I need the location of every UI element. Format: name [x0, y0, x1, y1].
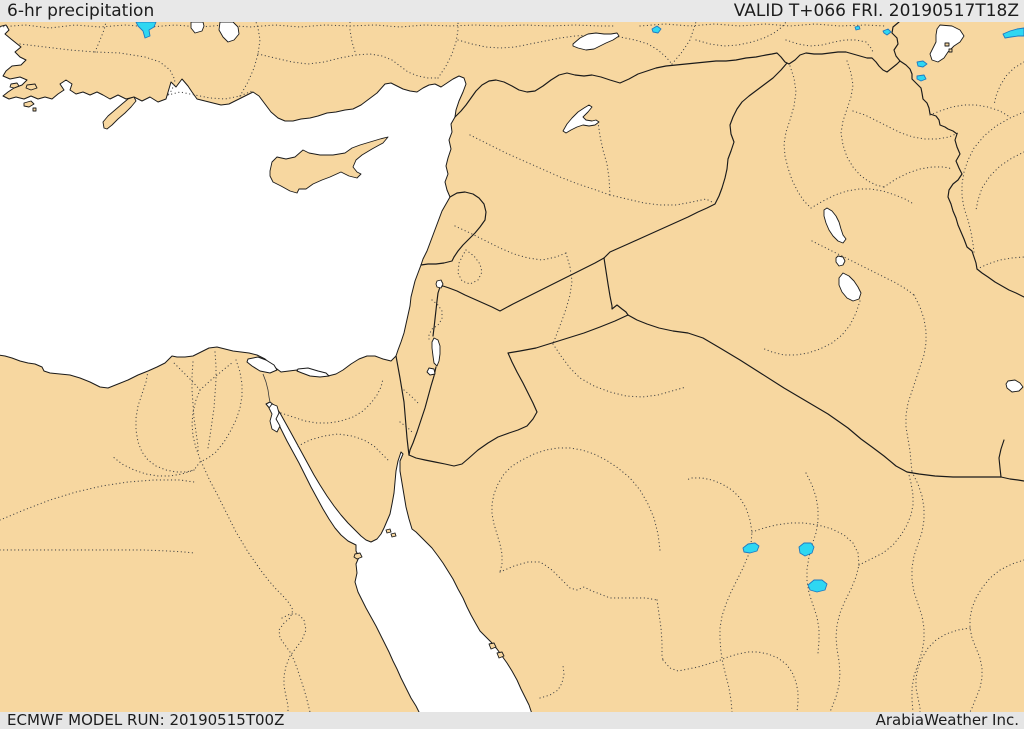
- lake-egirdir: [190, 21, 205, 34]
- lake-van: [572, 32, 620, 51]
- border-turkey-armenia-iran: [891, 21, 1024, 298]
- delta-lagoon-east: [296, 367, 330, 378]
- admin-boundaries: [0, 21, 1024, 713]
- dead-sea: [431, 337, 441, 367]
- aegean-islet-1: [23, 100, 35, 108]
- country-borders: [262, 21, 1024, 482]
- brand-label: ArabiaWeather Inc.: [875, 712, 1019, 729]
- lake-habbaniyah: [835, 255, 846, 267]
- aegean-islet-2: [9, 82, 20, 89]
- urmia-island-1: [944, 42, 950, 47]
- aras-reservoir: [1002, 27, 1024, 39]
- border-turkey-syria-iraq: [454, 51, 901, 118]
- small-lake-east-1: [854, 25, 861, 31]
- bitter-lakes: [268, 403, 281, 433]
- border-iraq-kuwait: [998, 439, 1005, 478]
- lake-tharthar: [823, 207, 847, 244]
- border-lebanon: [420, 191, 487, 266]
- lake-tuz: [135, 21, 157, 39]
- header-bar: 6-hr precipitation VALID T+066 FRI. 2019…: [0, 0, 1024, 22]
- urmia-pond-1: [916, 60, 928, 68]
- delta-lagoon-west: [246, 356, 278, 374]
- urmia-island-2: [948, 48, 953, 53]
- border-syria-iraq: [603, 62, 788, 259]
- footer-bar: ECMWF MODEL RUN: 20190515T00Z ArabiaWeat…: [0, 712, 1024, 729]
- valid-time-label: VALID T+066 FRI. 20190517T18Z: [733, 1, 1019, 21]
- rhodes-island: [102, 96, 137, 130]
- aegean-islet-3: [25, 83, 38, 91]
- border-egypt-israel: [395, 355, 410, 456]
- lake-razzaza: [838, 272, 862, 302]
- border-iraq-saudi: [627, 314, 1024, 482]
- saudi-lake-a: [742, 542, 760, 554]
- tiran-islet-2: [390, 532, 397, 538]
- white-lakes: [190, 21, 1024, 433]
- border-syria-jordan: [448, 257, 605, 312]
- keban-reservoir: [651, 25, 662, 34]
- lake-assad: [562, 104, 600, 134]
- red-sea: [265, 401, 533, 715]
- border-jordan-iraq: [603, 257, 629, 316]
- islands: [9, 82, 505, 659]
- border-jordan-saudi: [408, 314, 629, 467]
- suez-islet: [353, 552, 363, 560]
- lake-beysehir: [218, 21, 240, 43]
- aegean-islet-4: [32, 107, 37, 112]
- tiran-islet-1: [385, 528, 392, 534]
- mosul-lake: [882, 28, 892, 36]
- lake-hammar: [1005, 379, 1024, 393]
- cyprus-island: [269, 136, 389, 194]
- cyan-lakes: [135, 21, 1024, 593]
- suez-canal: [262, 373, 271, 403]
- urmia-pond-2: [916, 74, 927, 82]
- saudi-lake-b: [798, 542, 815, 557]
- farasan-islet-1: [488, 642, 497, 650]
- dead-sea-south: [426, 367, 436, 376]
- farasan-islet-2: [496, 651, 505, 659]
- saudi-lake-c: [807, 579, 828, 593]
- product-title: 6-hr precipitation: [7, 1, 155, 21]
- model-run-label: ECMWF MODEL RUN: 20190515T00Z: [7, 712, 285, 729]
- sea-of-galilee: [435, 279, 444, 289]
- border-israel-jordan-south: [408, 366, 437, 456]
